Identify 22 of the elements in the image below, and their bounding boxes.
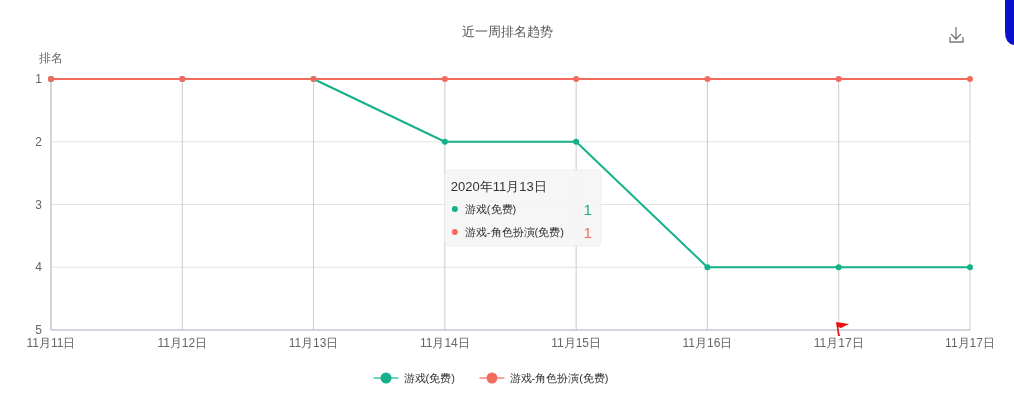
ylabel: 排名 (39, 51, 63, 65)
xtick: 11月12日 (157, 336, 208, 350)
ytick: 5 (35, 323, 42, 337)
ytick: 4 (35, 260, 42, 275)
ytick: 2 (35, 134, 42, 149)
tooltip-value: 1 (583, 201, 592, 218)
ytick: 3 (35, 197, 42, 212)
tooltip-name: 游戏(免费) (464, 203, 517, 215)
ytick: 1 (35, 72, 42, 86)
tooltip-title: 2020年11月13日 (450, 179, 547, 194)
legend-item: 游戏(免费) (372, 372, 455, 384)
xtick: 11月11日 (26, 336, 76, 350)
xtick: 11月15日 (551, 336, 602, 350)
xtick: 11月14日 (419, 336, 470, 350)
legend-item: 游戏-角色扮演(免费) (478, 372, 609, 384)
tooltip-value: 1 (583, 224, 592, 241)
title: 近一周排名趋势 (461, 24, 553, 39)
tooltip-name: 游戏-角色扮演(免费) (464, 226, 564, 238)
xtick: 11月16日 (682, 336, 733, 350)
xtick: 11月17日 (945, 336, 995, 350)
xtick: 11月17日 (813, 336, 864, 350)
xtick: 11月13日 (288, 336, 339, 350)
